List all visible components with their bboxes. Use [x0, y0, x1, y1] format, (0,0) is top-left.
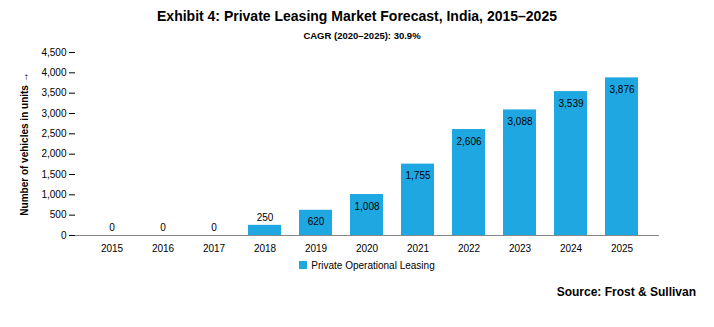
svg-text:250: 250 — [257, 212, 274, 223]
svg-text:2020: 2020 — [356, 243, 379, 254]
html-text:Source: Frost & Sullivan: Source: Frost & Sullivan — [556, 285, 696, 299]
svg-text:1,500: 1,500 — [41, 169, 66, 180]
svg-text:3,876: 3,876 — [609, 84, 634, 95]
svg-text:3,088: 3,088 — [507, 116, 532, 127]
svg-text:1,000: 1,000 — [41, 189, 66, 200]
svg-text:2022: 2022 — [458, 243, 481, 254]
svg-text:0: 0 — [61, 230, 67, 241]
svg-text:2024: 2024 — [560, 243, 583, 254]
svg-text:4,500: 4,500 — [41, 47, 66, 58]
svg-text:2019: 2019 — [305, 243, 328, 254]
svg-text:2025: 2025 — [611, 243, 634, 254]
svg-text:3,000: 3,000 — [41, 108, 66, 119]
svg-text:2016: 2016 — [152, 243, 175, 254]
svg-text:1,755: 1,755 — [405, 170, 430, 181]
svg-text:0: 0 — [211, 222, 217, 233]
svg-text:Number of vehicles in units →: Number of vehicles in units → — [19, 72, 30, 215]
svg-text:0: 0 — [109, 222, 115, 233]
html-text:CAGR (2020–2025): 30.9%: CAGR (2020–2025): 30.9% — [303, 30, 421, 41]
svg-text:0: 0 — [160, 222, 166, 233]
svg-text:4,000: 4,000 — [41, 67, 66, 78]
svg-text:2,500: 2,500 — [41, 128, 66, 139]
html-text:Private Operational Leasing: Private Operational Leasing — [311, 259, 435, 271]
svg-text:2015: 2015 — [101, 243, 124, 254]
svg-text:3,500: 3,500 — [41, 87, 66, 98]
svg-text:2,000: 2,000 — [41, 148, 66, 159]
svg-text:500: 500 — [50, 209, 67, 220]
html-text:Exhibit 4: Private Leasing Mar: Exhibit 4: Private Leasing Market Foreca… — [157, 8, 557, 24]
svg-text:2017: 2017 — [203, 243, 226, 254]
svg-text:2018: 2018 — [254, 243, 277, 254]
svg-text:620: 620 — [308, 216, 325, 227]
svg-text:2,606: 2,606 — [456, 136, 481, 147]
svg-text:2023: 2023 — [509, 243, 532, 254]
svg-text:1,008: 1,008 — [354, 201, 379, 212]
svg-text:3,539: 3,539 — [558, 98, 583, 109]
svg-text:2021: 2021 — [407, 243, 430, 254]
